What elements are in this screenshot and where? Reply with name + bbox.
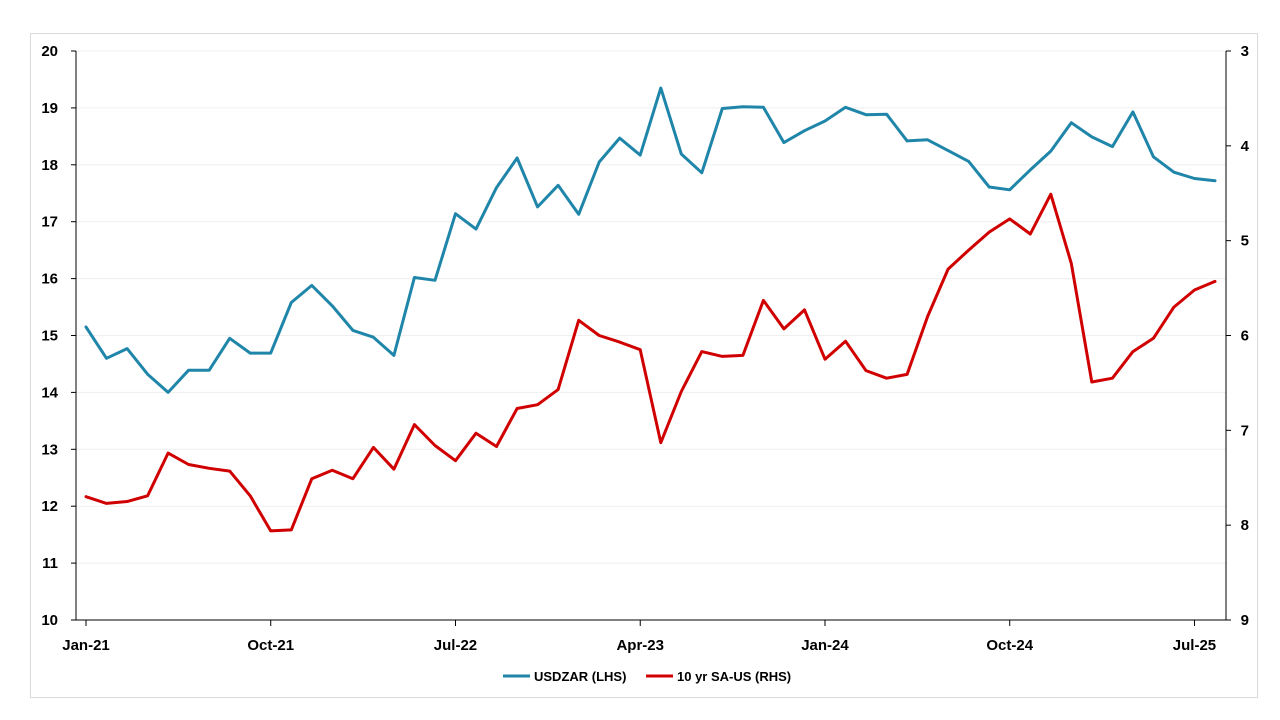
left-axis-tick-label: 15	[41, 328, 58, 345]
x-axis-tick-label: Jul-25	[1173, 637, 1216, 654]
left-axis-tick-label: 10	[41, 612, 58, 629]
right-axis-tick-label: 7	[1241, 422, 1249, 439]
tick-labels: 10 11 12 13 14 15 16 17 18 19 20 3 4 5 6 7 8 9 Jan-21 Oct-2…	[41, 43, 1249, 654]
right-axis-tick-label: 4	[1241, 138, 1250, 155]
right-axis-tick-label: 8	[1241, 517, 1249, 534]
series-lines	[84, 86, 1217, 533]
gridlines	[76, 50, 1226, 564]
left-axis-tick-label: 11	[42, 555, 58, 572]
right-axis-tick-label: 6	[1241, 328, 1249, 345]
x-axis-tick-label: Oct-24	[986, 637, 1033, 654]
left-axis-tick-label: 17	[41, 214, 58, 231]
x-axis-tick-label: Jul-22	[434, 637, 477, 654]
left-axis-tick-label: 13	[41, 441, 58, 458]
x-axis-tick-label: Jan-24	[801, 637, 849, 654]
left-axis-tick-label: 19	[41, 100, 58, 117]
right-axis-tick-label: 3	[1241, 43, 1249, 60]
left-axis-tick-label: 16	[41, 271, 58, 288]
left-axis-tick-label: 14	[41, 384, 58, 401]
axes	[71, 50, 1231, 626]
right-axis-tick-label: 9	[1241, 612, 1249, 629]
left-axis-tick-label: 12	[41, 498, 58, 515]
legend-label-1: 10 yr SA-US (RHS)	[677, 669, 791, 684]
left-axis-tick-label: 18	[41, 157, 58, 174]
legend-label-0: USDZAR (LHS)	[534, 669, 626, 684]
x-axis-tick-label: Oct-21	[247, 637, 294, 654]
x-axis-tick-label: Jan-21	[62, 637, 110, 654]
series-line-lhs	[84, 86, 1217, 394]
legend: USDZAR (LHS) 10 yr SA-US (RHS)	[503, 669, 791, 684]
series-line-rhs	[84, 192, 1217, 533]
left-axis-tick-label: 20	[41, 43, 58, 60]
x-axis-tick-label: Apr-23	[616, 637, 664, 654]
right-axis-tick-label: 5	[1241, 233, 1249, 250]
